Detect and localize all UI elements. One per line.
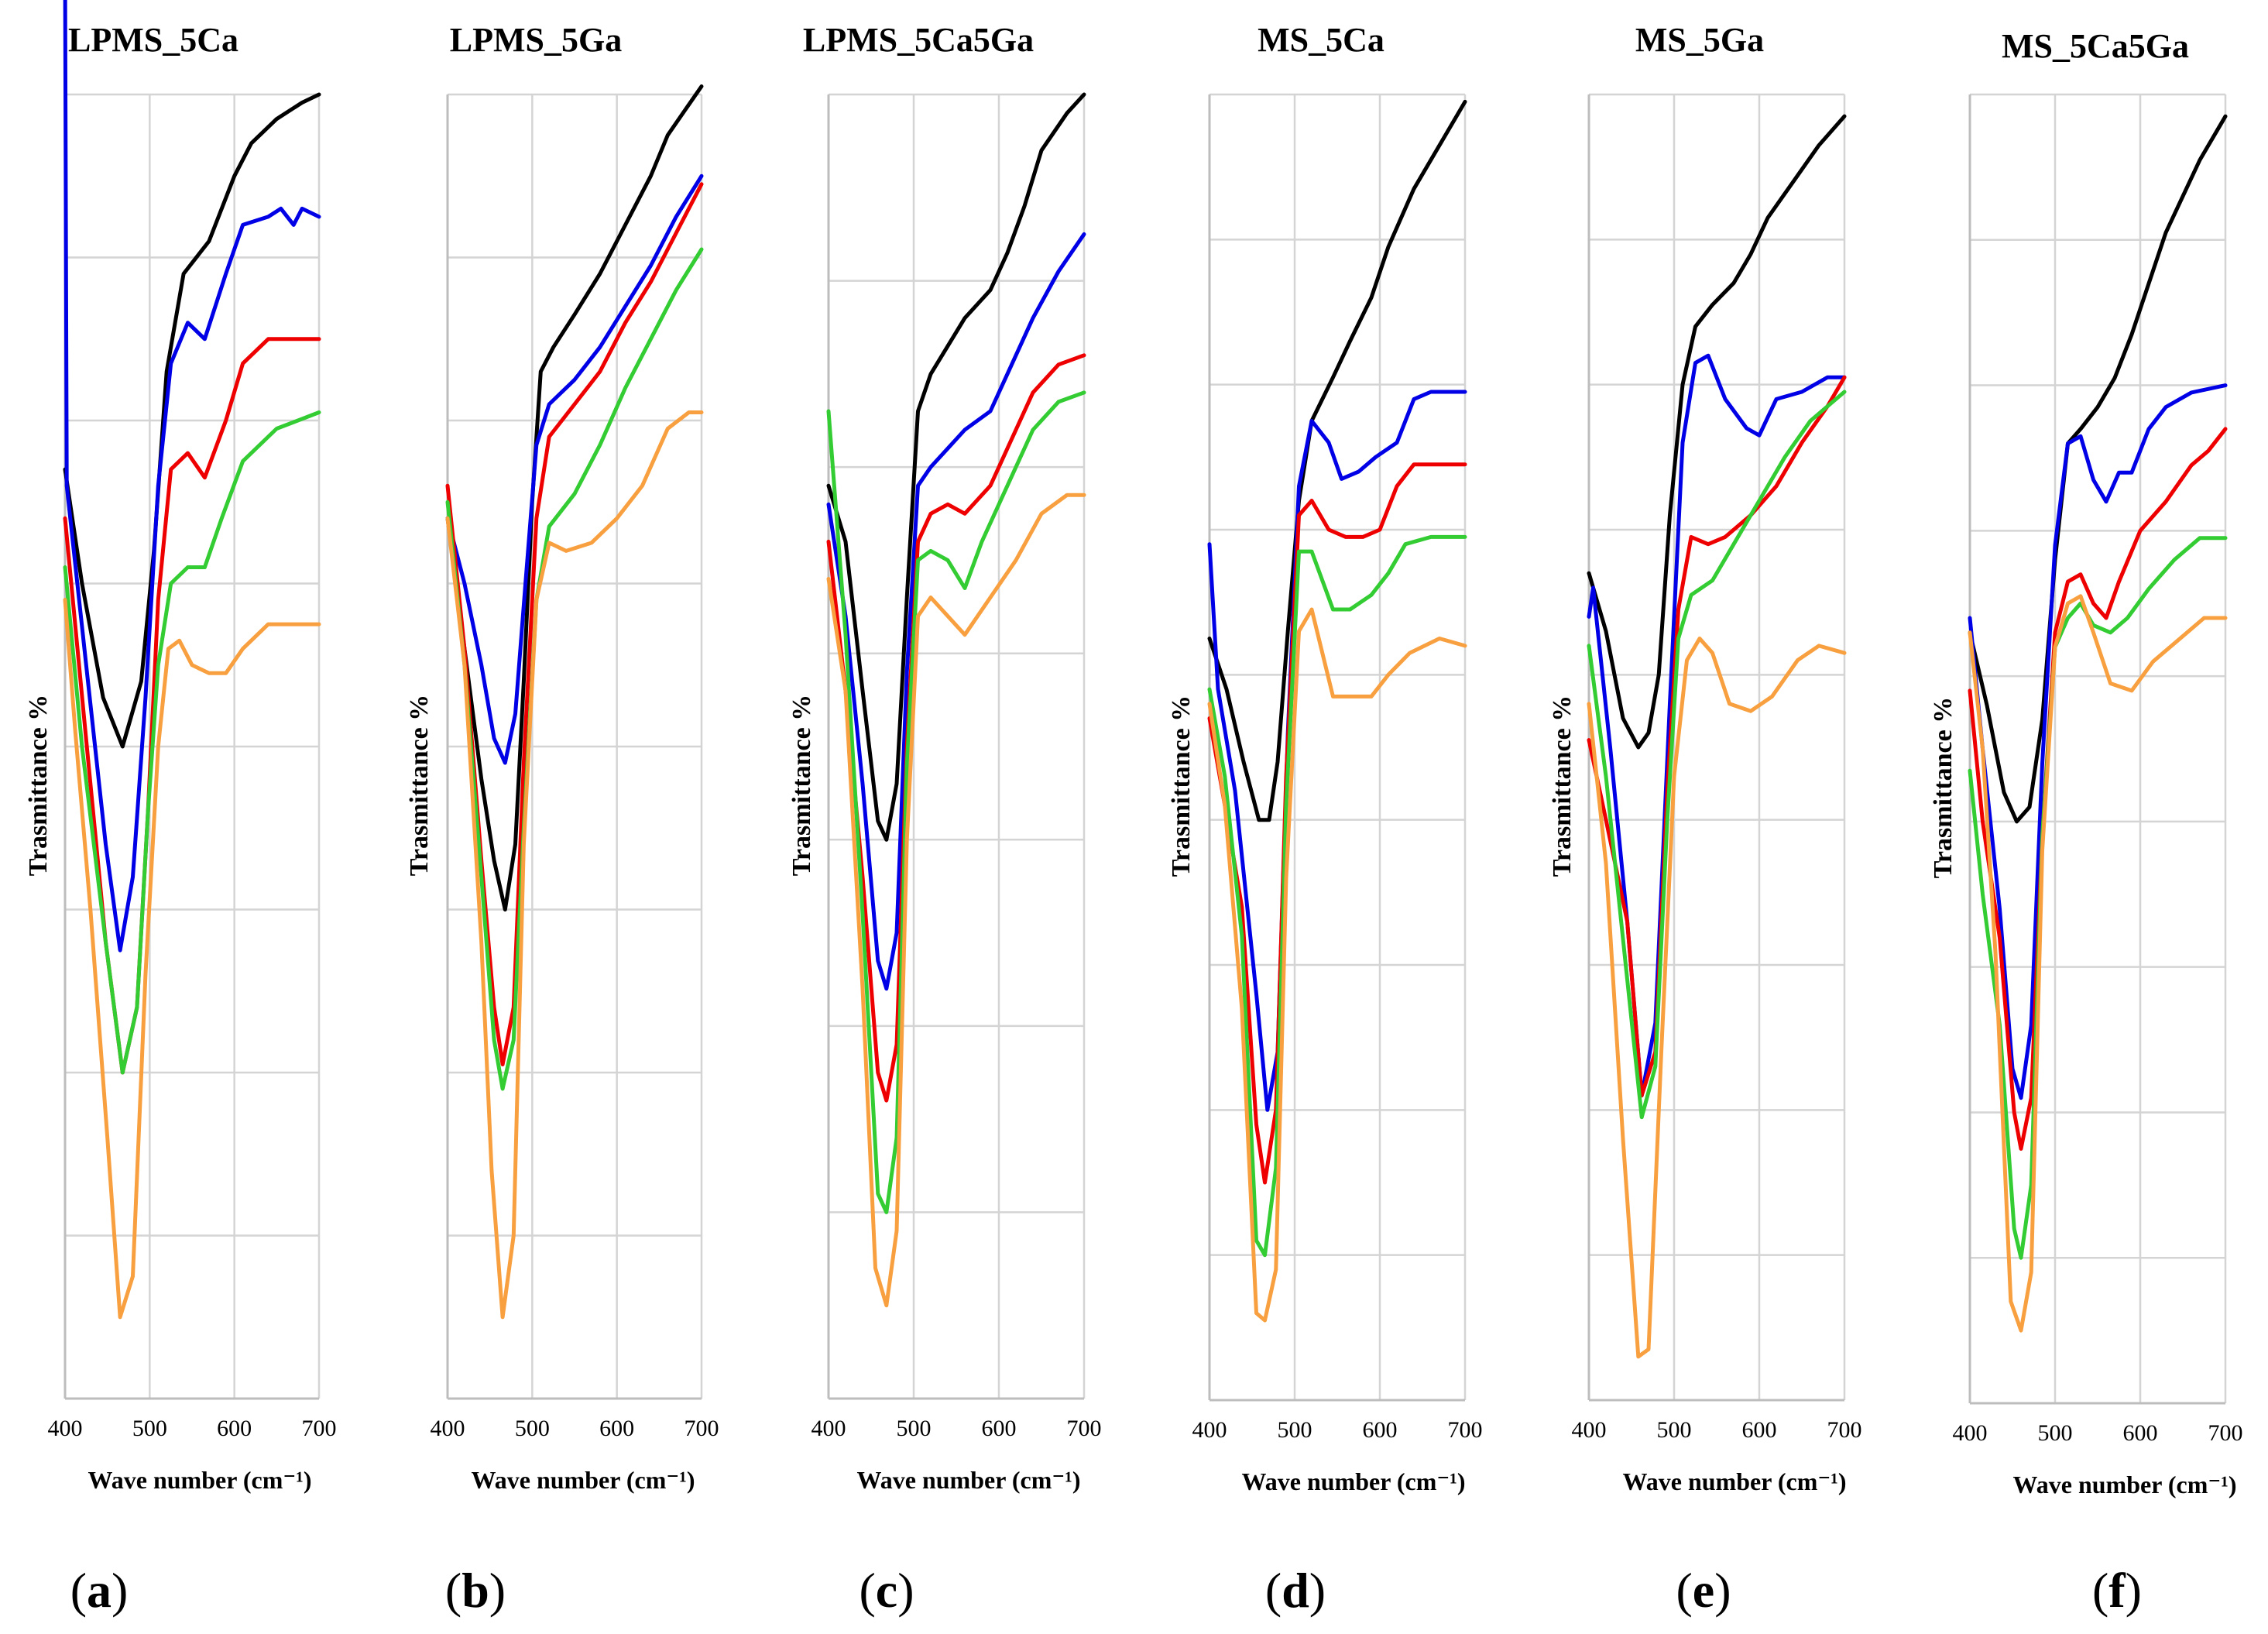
series-line-blue — [445, 173, 704, 765]
x-tick-label: 600 — [599, 1416, 634, 1441]
gridlines — [448, 93, 703, 1399]
y-axis-label: Trasmittance % — [1548, 695, 1577, 877]
panels-container: 400 500 600 700 LPMS_5Ca Wave number (cm⁻¹) Tr… — [24, 0, 2243, 1618]
panel-e: 400 500 600 700 MS_5Ga Wave number (cm⁻¹) Tras… — [1548, 21, 1862, 1618]
x-tick-label: 500 — [1657, 1417, 1692, 1443]
x-axis-label: Wave number (cm⁻¹) — [857, 1466, 1081, 1494]
gridlines — [1209, 93, 1467, 1400]
series-line-red — [63, 337, 321, 1075]
series-line-red — [1587, 375, 1847, 1098]
y-axis-label: Trasmittance % — [1929, 697, 1957, 878]
x-tick-label: 500 — [2038, 1420, 2073, 1446]
x-tick-label: 600 — [1363, 1417, 1398, 1443]
series-line-green — [1207, 534, 1467, 1258]
x-tick-label: 500 — [132, 1416, 167, 1441]
chart-title: MS_5Ca — [1258, 21, 1384, 59]
chart-title: LPMS_5Ga — [450, 21, 622, 59]
series-line-red — [1207, 462, 1467, 1185]
panel-f: 400 500 600 700 MS_5Ca5Ga Wave number (cm⁻¹) T… — [1929, 27, 2243, 1618]
series-line-red — [826, 353, 1086, 1103]
chart-title: MS_5Ca5Ga — [2002, 27, 2189, 65]
gridlines — [829, 93, 1086, 1399]
gridlines — [65, 93, 321, 1399]
series-line-blue — [1587, 353, 1847, 1098]
x-tick-label: 500 — [515, 1416, 550, 1441]
y-axis-label: Trasmittance % — [787, 695, 816, 876]
series-line-green — [63, 410, 321, 1075]
y-axis-label: Trasmittance % — [24, 695, 53, 876]
x-axis-label: Wave number (cm⁻¹) — [88, 1466, 312, 1494]
panel-d: 400 500 600 700 MS_5Ca Wave number (cm⁻¹) Tras… — [1167, 21, 1483, 1618]
panel-a: 400 500 600 700 LPMS_5Ca Wave number (cm⁻¹) Tr… — [24, 0, 337, 1618]
chart-title: LPMS_5Ca5Ga — [803, 21, 1034, 59]
series-line-green — [1587, 390, 1847, 1120]
x-tick-label: 600 — [982, 1416, 1017, 1441]
chart-title: MS_5Ga — [1635, 21, 1764, 59]
panel-b: 400 500 600 700 LPMS_5Ga Wave number (cm⁻¹) Tr… — [405, 21, 719, 1618]
x-axis-label: Wave number (cm⁻¹) — [472, 1466, 695, 1494]
x-axis-label: Wave number (cm⁻¹) — [1623, 1468, 1847, 1495]
x-tick-label: 500 — [897, 1416, 932, 1441]
x-axis-label: Wave number (cm⁻¹) — [1242, 1468, 1466, 1495]
series-line-orange — [63, 598, 321, 1320]
x-tick-label: 700 — [1067, 1416, 1102, 1441]
series-line-blue — [826, 232, 1086, 991]
series-line-blue — [1968, 383, 2228, 1100]
panel-letter: (b) — [445, 1563, 506, 1618]
y-axis-label: Trasmittance % — [1167, 695, 1196, 877]
x-tick-label: 400 — [1572, 1417, 1607, 1443]
x-tick-label: 600 — [2123, 1420, 2158, 1446]
series-line-black — [1587, 114, 1847, 750]
x-tick-label: 700 — [2208, 1420, 2243, 1446]
x-tick-label: 700 — [1448, 1417, 1483, 1443]
x-tick-label: 600 — [1742, 1417, 1777, 1443]
series-line-red — [1968, 427, 2228, 1151]
x-tick-label: 700 — [685, 1416, 719, 1441]
series-line-black — [1207, 99, 1467, 822]
chart-title: LPMS_5Ca — [68, 21, 238, 59]
panel-letter: (c) — [859, 1563, 914, 1618]
x-tick-label: 700 — [302, 1416, 337, 1441]
series-line-blue — [63, 0, 321, 953]
series-line-orange — [1968, 594, 2228, 1333]
series-line-orange — [826, 493, 1086, 1308]
series-line-blue — [1207, 390, 1467, 1112]
x-tick-label: 400 — [431, 1416, 465, 1441]
x-tick-label: 700 — [1827, 1417, 1862, 1443]
x-tick-label: 500 — [1278, 1417, 1312, 1443]
panel-letter: (a) — [70, 1563, 129, 1618]
x-tick-label: 400 — [1192, 1417, 1227, 1443]
x-tick-label: 400 — [1953, 1420, 1988, 1446]
x-tick-label: 400 — [48, 1416, 83, 1441]
series-line-orange — [1207, 607, 1467, 1323]
x-tick-label: 400 — [811, 1416, 846, 1441]
series-line-black — [63, 92, 321, 749]
series-line-orange — [1587, 637, 1847, 1359]
panel-c: 400 500 600 700 LPMS_5Ca5Ga Wave number (cm⁻¹… — [787, 21, 1102, 1618]
series-line-orange — [445, 410, 704, 1320]
series-line-black — [445, 84, 704, 911]
x-axis-label: Wave number (cm⁻¹) — [2013, 1471, 2237, 1498]
x-tick-label: 600 — [217, 1416, 252, 1441]
series-line-black — [1968, 114, 2228, 824]
series-line-black — [826, 92, 1086, 842]
panel-letter: (f) — [2092, 1563, 2142, 1618]
panel-letter: (e) — [1676, 1563, 1731, 1618]
series-line-green — [826, 390, 1086, 1214]
series-line-green — [1968, 536, 2228, 1260]
series-line-green — [445, 247, 704, 1091]
y-axis-label: Trasmittance % — [405, 695, 434, 876]
panel-letter: (d) — [1265, 1563, 1326, 1618]
